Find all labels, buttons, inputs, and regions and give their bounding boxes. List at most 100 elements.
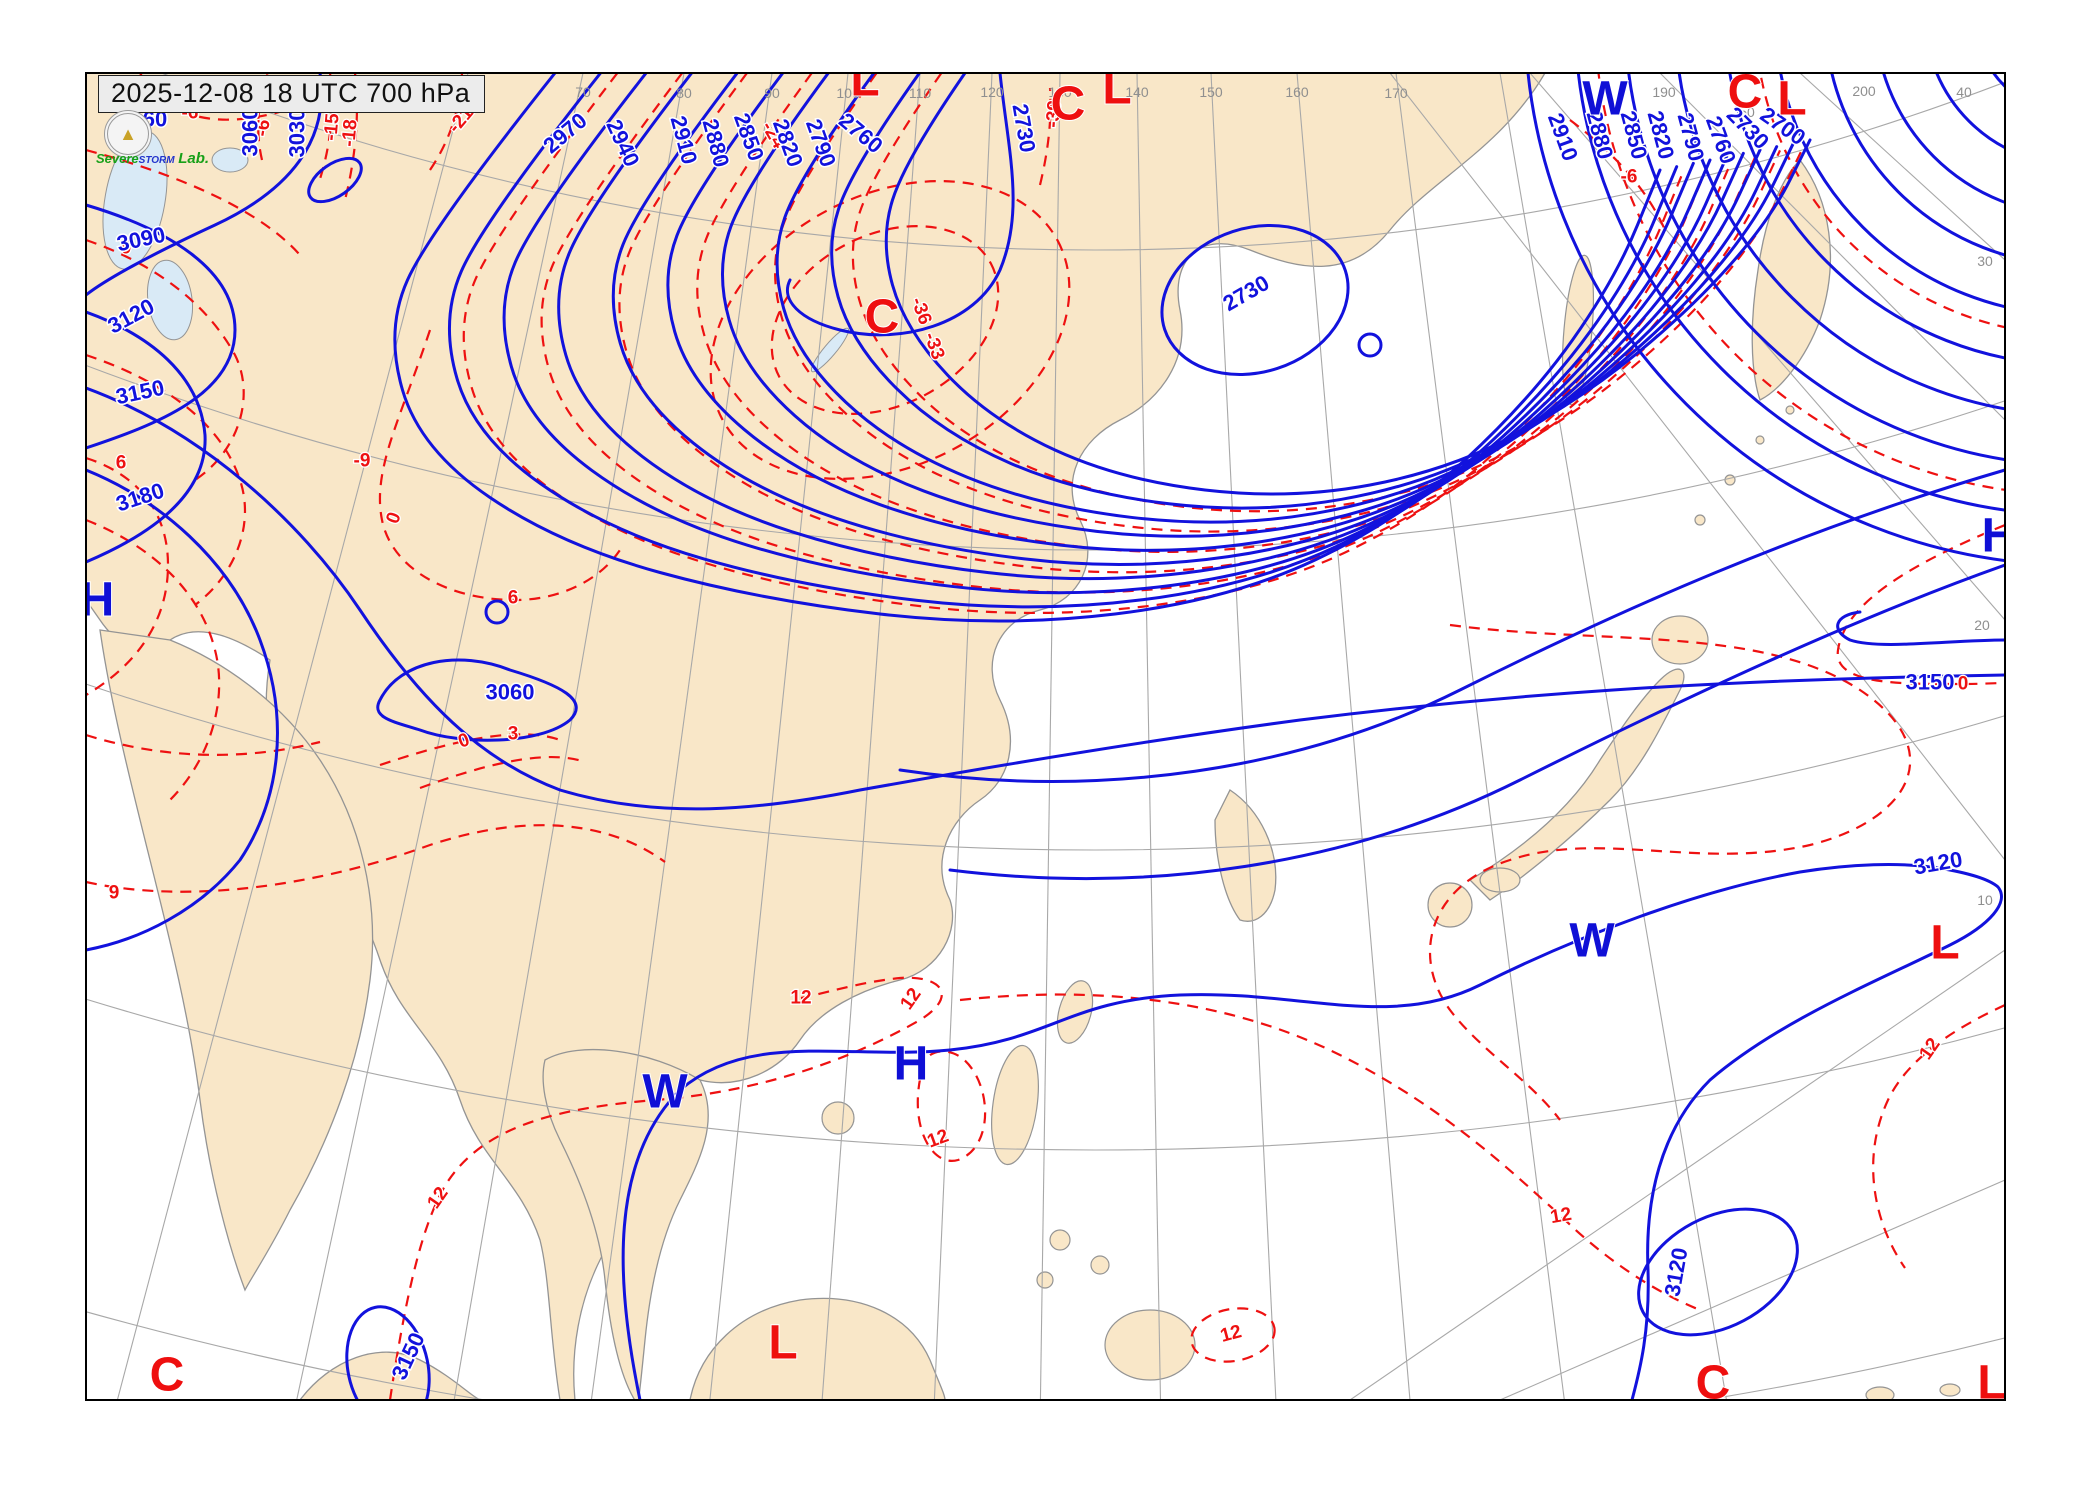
pressure-center-letter: W — [1569, 915, 1615, 968]
graticule-label: 40 — [1956, 84, 1972, 100]
graticule-line — [1659, 73, 2005, 421]
height-contour-closed — [1357, 332, 1383, 358]
temperature-contour — [86, 456, 170, 696]
height-contour — [721, 73, 1762, 538]
coastline — [1214, 789, 1277, 922]
temperature-contour — [86, 148, 301, 256]
height-contour — [447, 73, 1679, 609]
island — [1090, 1255, 1110, 1275]
lake — [147, 259, 193, 341]
island — [1651, 615, 1709, 665]
graticule-label: 110 — [909, 85, 932, 101]
island — [1427, 882, 1473, 928]
island — [1865, 1386, 1895, 1400]
map-frame — [85, 72, 2006, 1401]
meridian-line — [1296, 73, 1411, 1400]
temperature-contour — [1836, 523, 2005, 686]
meridian-line — [116, 73, 469, 1400]
meridian-line — [1136, 73, 1162, 1400]
temperature-contour — [959, 993, 1701, 1312]
island — [1724, 474, 1736, 486]
graticule-label: 90 — [764, 85, 780, 101]
height-contour — [884, 73, 1812, 496]
graticule-label: 190 — [1652, 84, 1676, 100]
graticule-label: 130 — [1048, 84, 1072, 100]
height-contour — [830, 73, 1795, 510]
height-contour-closed — [484, 599, 510, 625]
temperature-contour-label: 6 — [508, 588, 519, 609]
coastline — [299, 1351, 481, 1400]
temperature-contour — [1038, 87, 1052, 186]
pressure-center-letter: L — [768, 1317, 797, 1370]
height-contour-closed — [307, 156, 363, 204]
graticule-label: 80 — [676, 85, 692, 101]
graticule-label: 30 — [1977, 253, 1993, 269]
height-contour — [775, 73, 1779, 524]
graticule-label: 140 — [1125, 84, 1149, 100]
pressure-center-letter: C — [150, 1349, 185, 1402]
graticule-label: 70 — [575, 84, 591, 100]
coastline — [1751, 159, 1832, 401]
island — [1036, 1271, 1054, 1289]
pressure-center-letter: H — [1982, 510, 2017, 563]
island — [821, 1101, 855, 1135]
graticule-line — [1499, 1179, 2005, 1400]
height-contour-closed — [345, 1305, 431, 1400]
height-contours-layer — [86, 73, 2005, 1400]
height-contour — [786, 73, 1015, 337]
graticule-label: 50 — [1739, 104, 1755, 120]
temperature-contour-label: 12 — [1549, 1204, 1573, 1228]
logo-text-severe: Severe — [96, 151, 139, 166]
meridian-line — [1499, 73, 1728, 1400]
temperature-contour — [540, 73, 1710, 594]
pressure-center-letter: C — [1728, 66, 1763, 119]
height-contour — [376, 658, 578, 742]
graticule-label: 200 — [1852, 83, 1876, 99]
temperature-contour-closed — [1190, 1307, 1276, 1363]
severe-storm-lab-logo: ▲ SevereSTORM Lab. — [96, 110, 256, 167]
temperature-contour — [86, 353, 247, 606]
pressure-center-letter: W — [1582, 73, 1628, 126]
graticule-line — [1349, 949, 2005, 1400]
lakes-layer — [102, 130, 850, 373]
temperature-contour-label: -18 — [338, 118, 361, 147]
graticule-line — [1529, 73, 2005, 621]
graticule-label: 150 — [1199, 84, 1223, 100]
meridian-line — [453, 73, 685, 1400]
graticule-label: 160 — [1285, 84, 1309, 100]
pressure-center-letter: H — [894, 1038, 929, 1091]
temperature-contour — [1428, 623, 1912, 1121]
height-contour — [898, 468, 2005, 783]
logo-text-lab: Lab. — [178, 150, 210, 167]
temperature-contour-label: -15 — [320, 112, 343, 142]
temperature-contour-label: -6 — [1621, 167, 1638, 188]
temperature-contour — [86, 733, 321, 756]
pressure-center-letter: L — [1977, 1357, 2006, 1410]
height-contour-closed — [1160, 223, 1350, 377]
graticule-label: 170 — [1384, 85, 1408, 101]
graticule-label: 100 — [836, 85, 860, 101]
temperature-contour-label: 6 — [116, 453, 127, 474]
pressure-center-letter: L — [1930, 917, 1959, 970]
height-contour-label: 3060 — [486, 680, 535, 705]
height-labels-layer: 60 3060 3030 2970 2940 2910288028502820279027… — [102, 100, 1966, 1385]
temperature-contour — [774, 73, 1781, 533]
graticule-label: 20 — [1974, 617, 1990, 633]
temperature-contour-label: 12 — [790, 988, 811, 1009]
meridian-line — [709, 73, 849, 1400]
temperature-contour — [343, 73, 359, 201]
island — [1939, 1383, 1961, 1397]
island — [1694, 514, 1706, 526]
pressure-center-letter: C — [865, 291, 900, 344]
seal-icon: ▲ — [104, 110, 152, 158]
height-contour-closed — [1637, 1207, 1799, 1337]
height-contour — [502, 73, 1695, 595]
pressure-center-letter: L — [1777, 73, 1806, 126]
meridian-line — [1039, 73, 1061, 1400]
landmass-layer — [86, 73, 1961, 1400]
height-contour — [666, 73, 1745, 552]
graticule-line — [1389, 73, 2005, 861]
island — [1049, 1229, 1071, 1251]
